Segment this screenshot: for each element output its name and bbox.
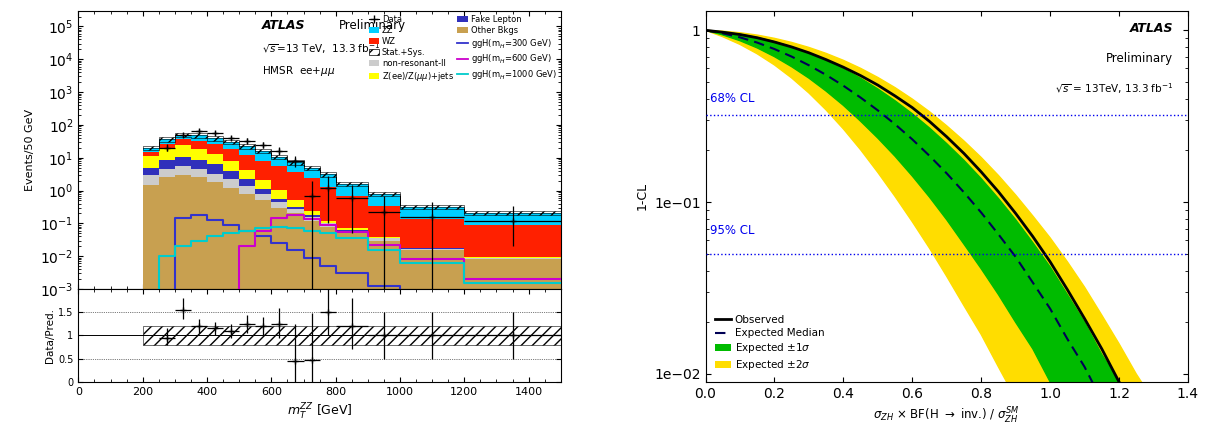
Text: ATLAS: ATLAS bbox=[1130, 22, 1173, 35]
Text: ATLAS: ATLAS bbox=[262, 19, 305, 32]
Text: HMSR  ee+$\mu\mu$: HMSR ee+$\mu\mu$ bbox=[262, 63, 335, 78]
Text: Preliminary: Preliminary bbox=[1106, 51, 1173, 64]
Legend: Observed, Expected Median, Expected $\pm 1\sigma$, Expected $\pm 2\sigma$: Observed, Expected Median, Expected $\pm… bbox=[710, 311, 829, 377]
Text: $\sqrt{s}$ = 13TeV, 13.3 fb$^{-1}$: $\sqrt{s}$ = 13TeV, 13.3 fb$^{-1}$ bbox=[1055, 81, 1173, 96]
X-axis label: $m_T^{ZZ}$ [GeV]: $m_T^{ZZ}$ [GeV] bbox=[287, 402, 352, 422]
X-axis label: $\sigma_{ZH}$ $\times$ BF(H $\rightarrow$ inv.) / $\sigma_{ZH}^{SM}$: $\sigma_{ZH}$ $\times$ BF(H $\rightarrow… bbox=[873, 406, 1020, 426]
Text: 95% CL: 95% CL bbox=[710, 224, 755, 237]
Y-axis label: Data/Pred.: Data/Pred. bbox=[46, 308, 55, 363]
Text: 68% CL: 68% CL bbox=[710, 92, 755, 105]
Legend: Data, ZZ, WZ, Stat.+Sys., non-resonant-ll, Z(ee)/Z($\mu\mu$)+jets, Fake Lepton, : Data, ZZ, WZ, Stat.+Sys., non-resonant-l… bbox=[365, 12, 560, 87]
Y-axis label: Events/50 GeV: Events/50 GeV bbox=[24, 109, 35, 191]
Y-axis label: 1-CL: 1-CL bbox=[636, 182, 649, 210]
Text: $\sqrt{s}$=13 TeV,  13.3 fb$^{-1}$: $\sqrt{s}$=13 TeV, 13.3 fb$^{-1}$ bbox=[262, 41, 380, 56]
Text: Preliminary: Preliminary bbox=[339, 19, 406, 32]
